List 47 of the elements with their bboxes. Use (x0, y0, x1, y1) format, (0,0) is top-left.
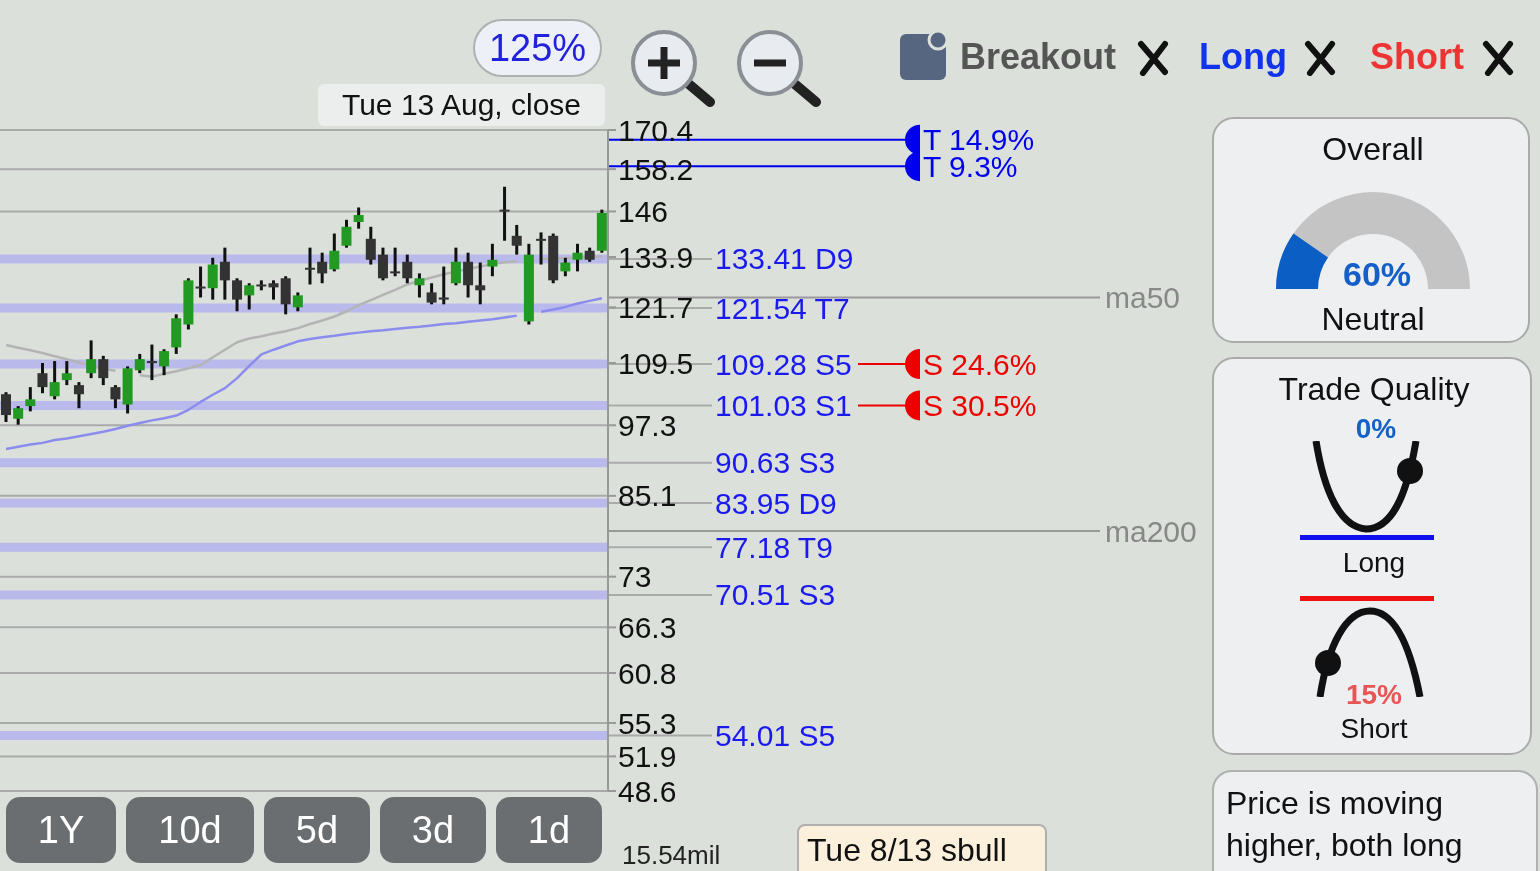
text: 1Y (37, 808, 85, 852)
text: Long (1341, 547, 1407, 579)
y-tick-label: 73 (618, 560, 652, 594)
y-tick-label: 48.6 (618, 774, 677, 808)
text: 3d (411, 808, 455, 852)
y-tick-label: 133.9 (618, 240, 694, 274)
text: 15% (1344, 679, 1403, 711)
ref-line-label: 70.51 S3 (715, 578, 836, 612)
text: Breakout (960, 36, 1117, 77)
ref-line-label: ma50 (1105, 280, 1181, 314)
text: Trade Quality (1277, 371, 1471, 408)
ref-line-label: 90.63 S3 (715, 446, 836, 480)
text: 60% (1341, 255, 1413, 294)
text: Overall (1321, 131, 1425, 168)
ref-line-label: 133.41 D9 (715, 242, 854, 276)
text: Neutral (1320, 301, 1426, 338)
text: 0% (1354, 413, 1398, 445)
ref-line-label: 109.28 S5 (715, 347, 852, 381)
y-tick-label: 146 (618, 195, 669, 229)
ref-line-label: 101.03 S1 (715, 388, 852, 422)
text: Tue 8/13 sbull (807, 832, 1007, 868)
ref-line-label: ma200 (1105, 514, 1197, 548)
ref-line-label: S 30.5% (923, 388, 1037, 422)
text: 1d (527, 808, 571, 852)
ref-line-label: 83.95 D9 (715, 486, 837, 520)
ref-line-label: S 24.6% (923, 347, 1037, 381)
y-tick-label: 121.7 (618, 291, 694, 324)
text: 5d (295, 808, 339, 852)
text: Price is moving higher, both long (1226, 785, 1463, 863)
text: 125% (488, 26, 587, 70)
ref-line-label: 121.54 T7 (715, 291, 850, 325)
text: Long (1199, 36, 1287, 77)
text: 10d (158, 808, 222, 852)
y-tick-label: 109.5 (618, 346, 694, 380)
ref-line-label: 54.01 S5 (715, 718, 836, 752)
ref-line-label: 77.18 T9 (715, 530, 833, 564)
y-tick-label: 51.9 (618, 740, 677, 774)
y-tick-label: 170.4 (618, 113, 694, 147)
y-tick-label: 55.3 (618, 706, 677, 740)
y-tick-label: 97.3 (618, 408, 677, 442)
y-tick-label: 60.8 (618, 656, 677, 690)
y-tick-label: 85.1 (618, 479, 677, 513)
y-tick-label: 66.3 (618, 611, 677, 645)
text: Short (1370, 36, 1464, 77)
text: Short (1339, 713, 1409, 745)
text: 15.54mil (622, 840, 721, 870)
text: Tue 13 Aug, close (341, 88, 582, 122)
